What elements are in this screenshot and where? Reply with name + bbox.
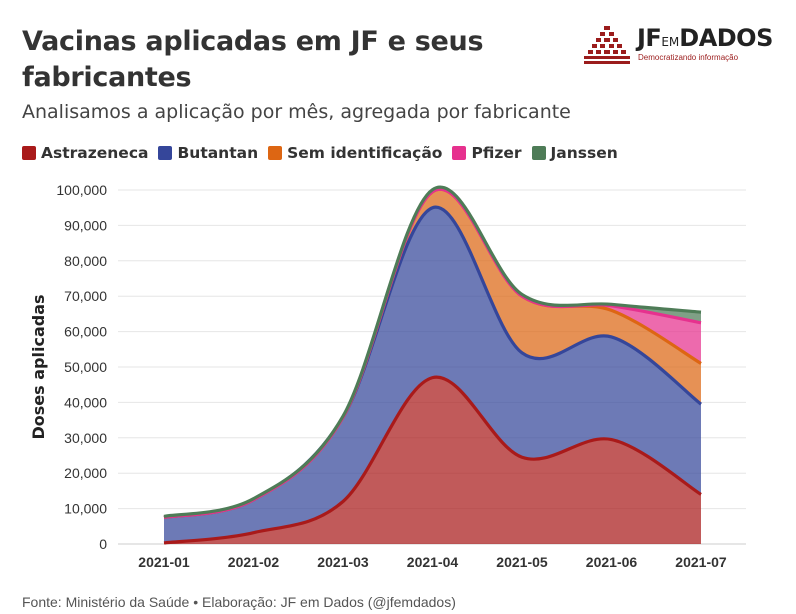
line-astrazeneca[interactable]: [163, 375, 702, 545]
logo-word-dados: DADOS: [679, 24, 773, 52]
x-tick-label: 2021-03: [317, 554, 369, 570]
y-tick-label: 100,000: [56, 182, 107, 198]
x-tick-label: 2021-07: [675, 554, 727, 570]
legend-label-astrazeneca: Astrazeneca: [41, 144, 149, 162]
y-tick-label: 20,000: [64, 465, 107, 481]
brand-logo: JFEMDADOS Democratizando informação: [584, 24, 784, 68]
legend: Astrazeneca Butantan Sem identificação P…: [22, 144, 618, 162]
legend-swatch-pfizer: [452, 146, 467, 160]
y-axis-label: Doses aplicadas: [29, 294, 48, 439]
y-tick-label: 50,000: [64, 359, 107, 375]
legend-item-pfizer[interactable]: Pfizer: [452, 144, 522, 162]
area-astrazeneca[interactable]: [164, 377, 701, 544]
legend-item-astrazeneca[interactable]: Astrazeneca: [22, 144, 148, 162]
y-tick-label: 10,000: [64, 501, 107, 517]
logo-tagline: Democratizando informação: [638, 53, 739, 62]
logo-word-em: EM: [661, 35, 680, 49]
legend-swatch-janssen: [531, 146, 546, 160]
y-axis-ticks: 0 10,000 20,000 30,000 40,000 50,000 60,000 70,…: [56, 182, 107, 552]
logo-wordmark: JFEMDADOS: [637, 24, 773, 52]
x-tick-label: 2021-05: [496, 554, 548, 570]
y-tick-label: 30,000: [64, 430, 107, 446]
chart-title: Vacinas aplicadas em JF e seus fabricant…: [22, 26, 484, 93]
legend-item-janssen[interactable]: Janssen: [531, 144, 618, 162]
area-butantan[interactable]: [164, 207, 701, 543]
legend-swatch-sem-identificacao: [268, 146, 283, 160]
series-lines: [163, 185, 702, 545]
y-tick-label: 80,000: [64, 253, 107, 269]
legend-label-butantan: Butantan: [177, 144, 259, 162]
legend-label-janssen: Janssen: [550, 144, 618, 162]
y-tick-label: 70,000: [64, 288, 107, 304]
logo-word-jf: JF: [637, 24, 662, 52]
logo-pyramid-icon: [584, 26, 630, 64]
source-footer: Fonte: Ministério da Saúde • Elaboração:…: [22, 594, 456, 610]
legend-swatch-astrazeneca: [22, 146, 36, 160]
y-tick-label: 40,000: [64, 394, 107, 410]
x-tick-label: 2021-01: [138, 554, 190, 570]
series-areas: [164, 187, 701, 544]
y-tick-label: 90,000: [64, 217, 107, 233]
x-tick-label: 2021-04: [407, 554, 459, 570]
legend-label-sem-identificacao: Sem identificação: [287, 144, 443, 162]
x-tick-label: 2021-06: [586, 554, 638, 570]
legend-item-butantan[interactable]: Butantan: [158, 144, 258, 162]
x-axis-ticks: 2021-01 2021-02 2021-03 2021-04 2021-05 2021-…: [138, 554, 727, 570]
legend-label-pfizer: Pfizer: [471, 144, 522, 162]
y-tick-label: 0: [99, 536, 107, 552]
y-tick-label: 60,000: [64, 324, 107, 340]
chart-subtitle: Analisamos a aplicação por mês, agregada…: [22, 101, 571, 123]
line-janssen[interactable]: [163, 185, 702, 518]
legend-item-sem-identificacao[interactable]: Sem identificação: [268, 144, 442, 162]
legend-swatch-butantan: [158, 146, 173, 160]
x-tick-label: 2021-02: [228, 554, 280, 570]
